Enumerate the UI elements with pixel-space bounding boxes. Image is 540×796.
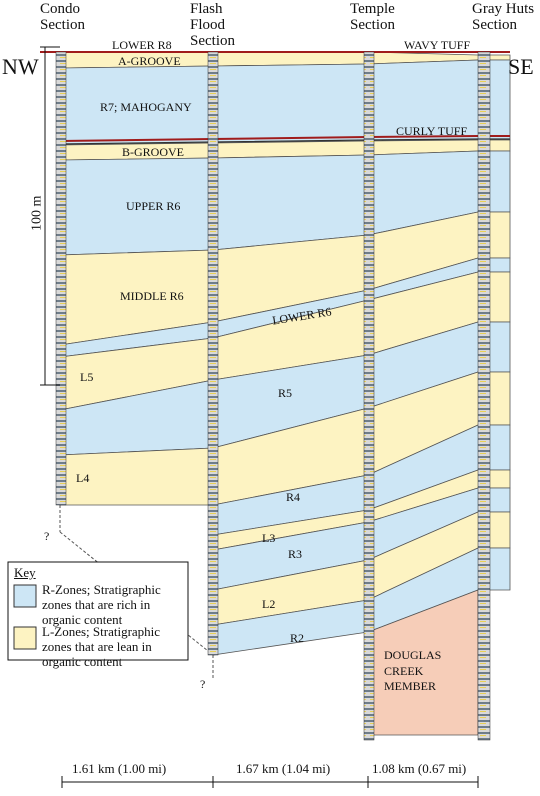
direction: NW <box>2 54 39 79</box>
zone-label: WAVY TUFF <box>404 38 471 52</box>
scale-label: 100 m <box>29 195 45 232</box>
zone-label: R2 <box>290 631 305 645</box>
unknown-mark: ? <box>44 529 50 543</box>
grayhuts-column <box>477 51 491 741</box>
zone-label: CURLY TUFF <box>396 124 468 138</box>
dashed-edge <box>59 531 214 656</box>
zone-label: MIDDLE R6 <box>120 289 184 303</box>
key-swatch-l <box>13 626 37 650</box>
temple-column <box>363 51 375 741</box>
key-item: R-Zones; Stratigraphic zones that are ri… <box>42 582 161 627</box>
key-swatch-r <box>13 584 37 608</box>
distance: 1.61 km (1.00 mi) <box>72 761 167 776</box>
zone-label: R5 <box>278 386 293 400</box>
section-title: Condo Section <box>40 1 85 33</box>
zone-label: LOWER R8 <box>112 38 172 52</box>
zone-label: B-GROOVE <box>122 145 184 159</box>
zone-label: L2 <box>262 597 276 611</box>
zone-label: DOUGLAS CREEK MEMBER <box>384 648 442 694</box>
key-title: Key <box>14 565 36 580</box>
zone-label: L3 <box>262 531 276 545</box>
zone-label: L4 <box>76 471 90 485</box>
zone-label: UPPER R6 <box>126 199 181 213</box>
zone-label: R3 <box>288 547 303 561</box>
key-box <box>7 561 189 661</box>
zone-label: A-GROOVE <box>118 54 181 68</box>
key-item: L-Zones; Stratigraphic zones that are le… <box>42 624 161 669</box>
section-title: Gray Huts Section <box>472 1 535 33</box>
condo-column <box>55 51 67 506</box>
section-title: Flash Flood Section <box>190 1 235 49</box>
unknown-mark: ? <box>200 677 206 691</box>
direction: SE <box>508 54 534 79</box>
zone-label: R4 <box>286 490 301 504</box>
distance: 1.08 km (0.67 mi) <box>372 761 467 776</box>
zone-label: L5 <box>80 370 94 384</box>
flash-column <box>207 51 219 656</box>
zone-label: R7; MAHOGANY <box>100 100 192 114</box>
zone-band <box>212 547 511 656</box>
section-title: Temple Section <box>350 1 395 33</box>
distance: 1.67 km (1.04 mi) <box>236 761 331 776</box>
